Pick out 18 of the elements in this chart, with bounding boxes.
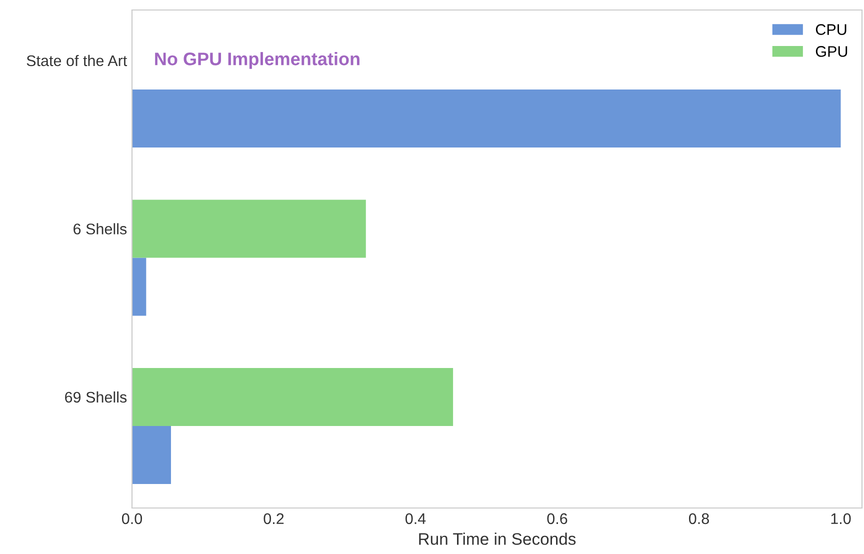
y-tick-label: State of the Art bbox=[26, 54, 128, 66]
x-tick-label: 0.8 bbox=[688, 513, 709, 524]
x-tick-label: 0.4 bbox=[405, 513, 426, 524]
y-tick-label: 69 Shells bbox=[65, 391, 127, 403]
bar bbox=[132, 200, 366, 258]
x-tick-label: 1.0 bbox=[831, 513, 851, 524]
bar bbox=[132, 426, 171, 484]
bar bbox=[132, 89, 841, 148]
x-tick-label: 0.6 bbox=[547, 513, 568, 524]
bar bbox=[132, 258, 146, 316]
y-tick-label: 6 Shells bbox=[74, 223, 127, 234]
annotation: No GPU Implementation bbox=[155, 52, 360, 69]
bar bbox=[132, 368, 454, 426]
x-tick-label: 0.0 bbox=[122, 513, 142, 524]
legend-label: GPU bbox=[816, 46, 848, 57]
x-tick-label: 0.2 bbox=[264, 513, 284, 524]
x-axis-title: Run Time in Seconds bbox=[419, 532, 576, 545]
legend-label: CPU bbox=[816, 24, 846, 35]
